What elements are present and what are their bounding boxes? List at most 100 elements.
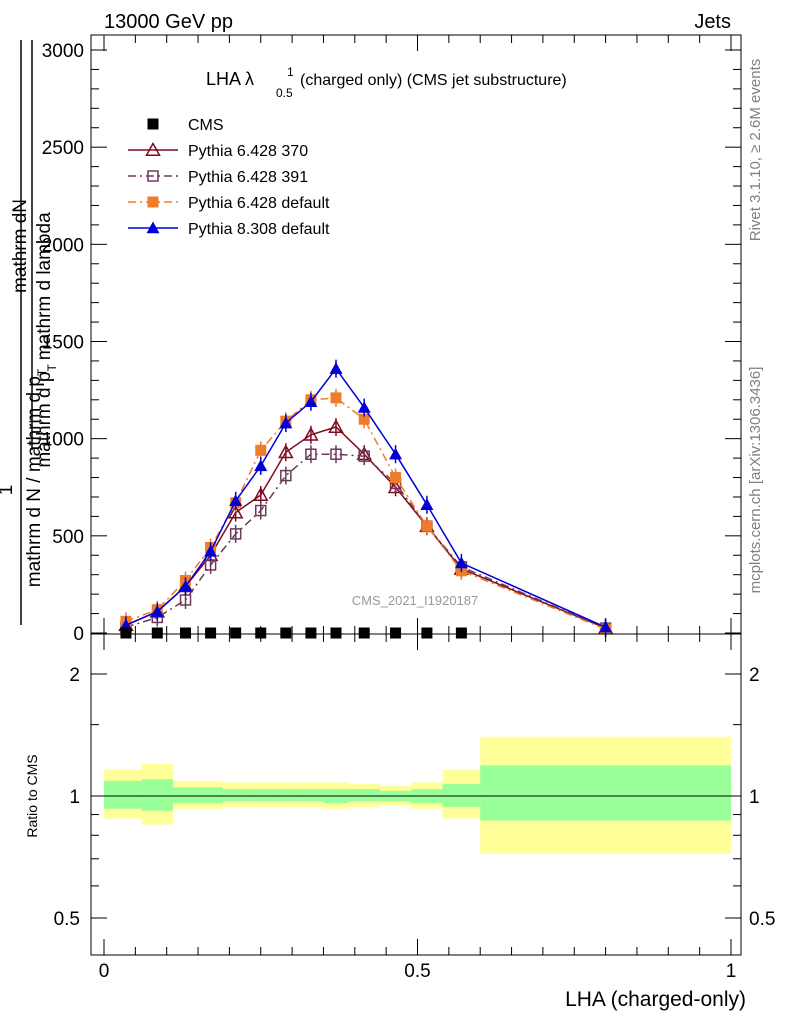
ratio-band-inner [480,765,731,821]
data-point-pythia-8-308-default [420,498,434,510]
data-point-cms [255,627,267,639]
data-point-cms [180,627,192,639]
legend-marker [147,118,159,130]
ratio-band-inner [442,784,481,807]
data-point-pythia-8-308-default [357,401,371,413]
main-plot: 0 500 1000 1500 2000 2500 3000 [42,34,742,645]
svg-text:Rivet 3.1.10, ≥ 2.6M events: Rivet 3.1.10, ≥ 2.6M events [747,59,764,242]
data-point-pythia-6-428-default [390,472,402,484]
data-point-pythia-8-308-default [204,544,218,557]
series-pythia-8-308-default [119,359,613,637]
ratio-ytick-label: 1 [69,787,80,808]
ratio-ytick-label-right: 1 [749,787,760,808]
data-point-pythia-8-308-default [254,459,268,472]
data-point-pythia-8-308-default [454,556,468,569]
data-point-pythia-8-308-default [329,362,343,374]
ratio-ytick-label-right: 2 [749,665,760,686]
data-point-pythia-6-428-391 [358,450,370,462]
ratio-plot-frame [90,633,742,956]
ratio-band-inner [141,779,173,811]
main-ytick-label: 2000 [42,235,84,256]
data-point-pythia-6-428-default [421,520,433,532]
x-axis-label: LHA (charged-only) [565,988,746,1011]
data-point-cms [358,627,370,639]
data-point-pythia-8-308-default [599,620,613,633]
main-ytick-label: 2500 [42,138,84,159]
legend: CMS Pythia 6.428 370 Pythia 6.428 391 Pythi… [128,117,330,238]
legend-item-pythia-6-428-default: Pythia 6.428 default [128,195,330,212]
ratio-band-inner [298,789,324,802]
ratio-plot: 0.5 0.5 1 1 2 2 0 0.5 1 [54,633,775,982]
data-point-pythia-8-308-default [179,579,193,592]
data-point-cms [205,627,217,639]
data-point-cms [390,627,402,639]
legend-item-cms: CMS [147,117,224,134]
mcplots-label: mcplots.cern.ch [arXiv:1306.3436] [747,367,764,594]
plot-title-main: LHA λ [206,69,254,89]
data-point-pythia-6-428-370 [227,504,244,519]
ratio-ytick-label: 0.5 [54,909,80,930]
x-tick-label: 1 [726,961,737,982]
series-line-pythia-6-428-default [125,397,606,630]
data-point-pythia-6-428-370 [387,479,404,494]
data-point-cms [305,627,317,639]
data-point-cms [455,627,467,639]
ratio-band-inner [223,789,249,802]
ratio-band-inner [104,780,142,809]
analysis-watermark: CMS_2021_I1920187 [352,593,479,608]
legend-label: Pythia 6.428 370 [188,143,308,160]
main-ytick-label: 1500 [42,333,84,354]
plot-title-subscript: 0.5 [276,86,293,100]
ylabel-one: 1 [0,485,17,496]
header-process-label: Jets [694,11,731,33]
legend-marker [147,170,159,182]
ratio-axes-ticks: 0.5 0.5 1 1 2 2 0 0.5 1 [54,634,775,982]
main-ytick-label: 0 [73,624,84,645]
series-cms [120,627,467,639]
data-point-pythia-6-428-default [330,392,342,404]
header-energy-label: 13000 GeV pp [104,11,233,33]
data-point-pythia-8-308-default [229,494,243,507]
legend-marker [146,221,160,234]
ratio-bands [104,736,731,854]
data-point-pythia-6-428-370 [328,418,344,433]
plot-title: LHA λ [206,69,254,89]
plot-title-rest: (charged only) (CMS jet substructure) [300,72,567,89]
data-point-cms [330,627,342,639]
plot-title-superscript: 1 [287,65,294,79]
data-point-pythia-6-428-default [358,413,370,425]
data-point-cms [230,627,242,639]
ratio-band-inner [273,789,299,802]
data-point-pythia-8-308-default [279,416,293,429]
data-point-cms [421,627,433,639]
legend-item-pythia-6-428-370: Pythia 6.428 370 [128,141,308,160]
series-line-pythia-8-308-default [125,367,606,628]
ratio-ytick-label: 2 [69,665,80,686]
data-point-pythia-6-428-default [255,444,267,456]
x-tick-label: 0.5 [404,961,430,982]
ratio-ytick-label-right: 0.5 [749,909,775,930]
ratio-band-inner [348,789,380,802]
legend-item-pythia-6-428-391: Pythia 6.428 391 [128,169,308,186]
main-series-layer [118,359,614,639]
legend-marker [147,196,159,208]
main-ylabel: mathrm dN mathrm d pTmathrm d lambda 1 m… [0,40,59,625]
data-point-pythia-6-428-391 [255,504,267,517]
main-ytick-label: 1000 [42,430,84,451]
data-point-pythia-6-428-391 [280,469,292,482]
rivet-version-label: Rivet 3.1.10, ≥ 2.6M events [747,59,764,242]
legend-label: CMS [188,117,224,134]
series-pythia-6-428-391 [120,445,612,638]
ratio-band-inner [172,787,199,804]
ylabel-line2: mathrm d pTmathrm d lambda [34,212,59,468]
data-point-cms [120,627,132,639]
main-ytick-label: 500 [52,527,84,548]
ratio-band-inner [198,787,224,804]
data-point-pythia-8-308-default [304,395,318,407]
ratio-ylabel: Ratio to CMS [24,754,40,837]
legend-label: Pythia 6.428 default [188,195,330,212]
legend-item-pythia-8-308-default: Pythia 8.308 default [128,221,330,238]
x-tick-label: 0 [99,961,110,982]
data-point-cms [151,627,163,639]
